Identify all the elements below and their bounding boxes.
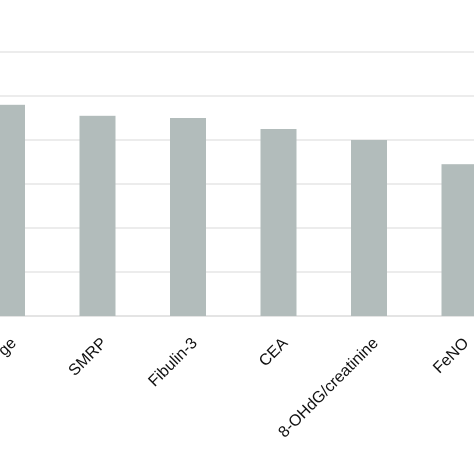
gridlines [0,51,474,317]
bar [0,104,25,316]
bar [79,115,116,316]
category-label: Fibulin-3 [145,335,200,390]
bar [170,118,206,316]
bar [351,140,387,316]
bar [441,164,474,316]
category-label: SMRP [66,335,111,380]
bar [260,129,297,316]
category-label: ge [0,335,20,360]
bars [0,104,474,316]
category-label: FeNO [430,335,472,377]
category-labels: geSMRPFibulin-3CEA8-OHdG/creatinineFeNOF… [0,335,472,442]
category-label: CEA [256,335,292,371]
category-label: 8-OHdG/creatinine [275,335,381,441]
